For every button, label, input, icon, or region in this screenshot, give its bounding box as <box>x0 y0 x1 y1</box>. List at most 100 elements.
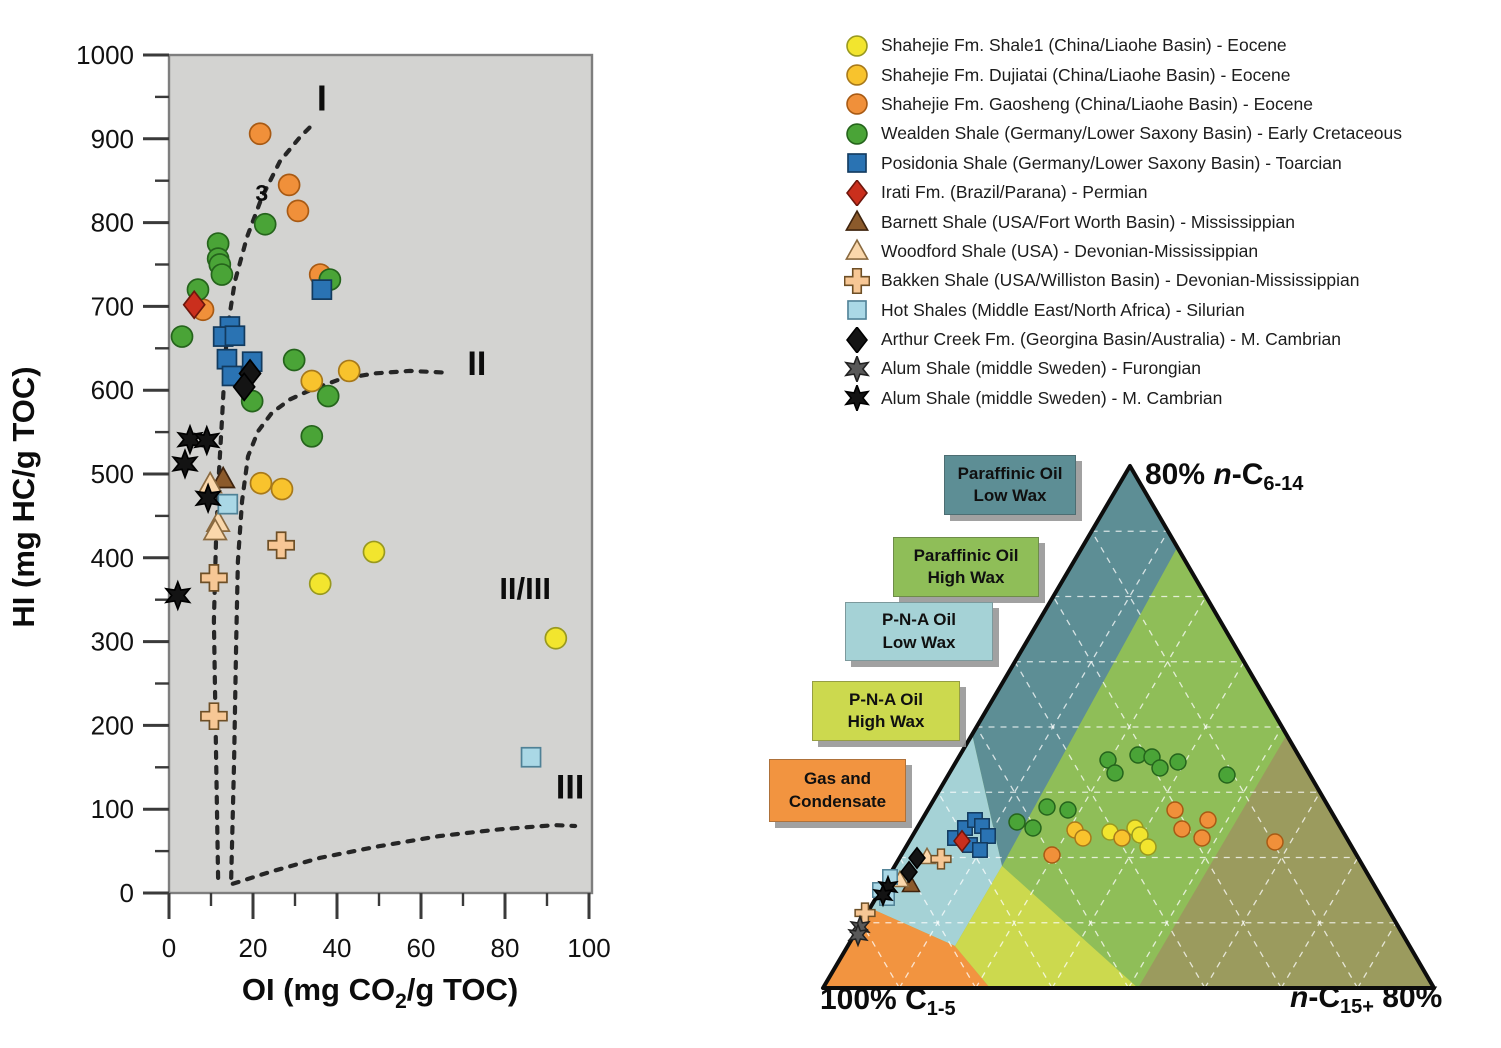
wealden-point <box>316 384 340 408</box>
gaosheng-point <box>277 173 301 197</box>
shale1-point <box>308 572 332 596</box>
alum_furongian-ternary-point <box>847 922 869 948</box>
legend-label: Alum Shale (middle Sweden) - Furongian <box>881 358 1202 379</box>
posidonia-ternary-point <box>972 842 988 858</box>
y-tick-label: 0 <box>120 878 134 908</box>
wealden-legend-marker-icon <box>846 123 868 145</box>
posidonia-point <box>311 279 333 300</box>
legend-label: Bakken Shale (USA/Williston Basin) - Dev… <box>881 270 1360 291</box>
shale1-legend-marker <box>846 34 868 57</box>
y-tick-label: 800 <box>91 208 134 238</box>
legend-item-alum_furongian: Alum Shale (middle Sweden) - Furongian <box>844 354 1402 383</box>
region-label-line: Condensate <box>788 791 887 811</box>
curve-label-3: 3 <box>255 180 268 206</box>
hotshales-legend-marker <box>847 300 867 321</box>
wealden-ternary-point <box>1169 753 1187 771</box>
region-label-gas-and-condensate: Gas and Condensate <box>769 759 906 822</box>
pna-low-wax-field <box>870 734 1002 946</box>
irati-legend-marker-icon <box>846 179 868 206</box>
alum_furongian-legend-marker-icon <box>844 355 870 382</box>
shale1-ternary-point <box>1139 838 1157 856</box>
woodford-legend-marker-icon <box>844 238 870 261</box>
legend-item-bakken: Bakken Shale (USA/Williston Basin) - Dev… <box>844 266 1402 295</box>
region-label-line: High Wax <box>847 712 925 731</box>
irati-ternary-point <box>953 829 971 853</box>
heavy-oil-field <box>1138 736 1434 988</box>
grid-left-parallel <box>898 530 1169 988</box>
legend-item-barnett: Barnett Shale (USA/Fort Worth Basin) - M… <box>844 207 1402 236</box>
region-label-line: Low Wax <box>882 632 956 652</box>
dujiatai-ternary-point <box>1113 829 1131 847</box>
region-label-line: Paraffinic Oil <box>913 545 1019 565</box>
gaosheng-ternary-point <box>1193 829 1211 847</box>
dujiatai-legend-marker-icon <box>846 64 868 86</box>
y-axis-title: HI (mg HC/g TOC) <box>6 366 41 627</box>
arthurcreek-legend-marker <box>846 326 868 353</box>
grid-right-parallel <box>1052 596 1282 988</box>
alum_mcambrian-ternary-point <box>872 882 894 908</box>
legend-label: Shahejie Fm. Dujiatai (China/Liaohe Basi… <box>881 64 1291 85</box>
legend-item-arthurcreek: Arthur Creek Fm. (Georgina Basin/Austral… <box>844 325 1402 354</box>
gaosheng-ternary-point <box>1166 801 1184 819</box>
y-tick-label: 700 <box>91 291 134 321</box>
corner-label-part: 1-5 <box>926 998 956 1020</box>
grid-left-parallel <box>1204 791 1321 988</box>
legend-item-shale1: Shahejie Fm. Shale1 (China/Liaohe Basin)… <box>844 31 1402 60</box>
woodford-legend-marker <box>844 238 870 261</box>
grid-right-parallel <box>1091 530 1359 988</box>
curve-label-II: II <box>467 345 486 383</box>
alum_mcambrian-point <box>176 423 204 456</box>
ternary-diagram: Paraffinic Oil Low Wax Paraffinic Oil High … <box>760 440 1501 1048</box>
corner-label-part: 6-14 <box>1263 473 1304 495</box>
hotshales-point <box>217 493 239 515</box>
shale1-point <box>362 540 386 564</box>
y-tick-label: 300 <box>91 627 134 657</box>
dujiatai-point <box>300 369 324 393</box>
ternary-corner-label-apex: 80% n-C6-14 <box>1145 458 1303 496</box>
arthurcreek-ternary-point <box>900 860 918 884</box>
legend-label: Barnett Shale (USA/Fort Worth Basin) - M… <box>881 211 1295 232</box>
dujiatai-legend-marker <box>846 64 868 86</box>
woodford-point <box>202 517 228 541</box>
wealden-ternary-point <box>1106 764 1124 782</box>
corner-label-part: -C <box>1308 981 1340 1014</box>
legend-item-gaosheng: Shahejie Fm. Gaosheng (China/Liaohe Basi… <box>844 90 1402 119</box>
ternary-corner-label-bottom-right: n-C15+ 80% <box>1290 981 1442 1019</box>
ternary-corner-label-bottom-left: 100% C1-5 <box>820 983 956 1021</box>
region-label-p-n-a-oil-low-wax: P-N-A Oil Low Wax <box>845 602 993 661</box>
gaosheng-ternary-point <box>1199 811 1217 829</box>
region-label-line: P-N-A Oil <box>849 689 923 709</box>
legend: Shahejie Fm. Shale1 (China/Liaohe Basin)… <box>844 31 1402 413</box>
legend-label: Shahejie Fm. Shale1 (China/Liaohe Basin)… <box>881 35 1287 56</box>
x-tick-label: 80 <box>491 933 520 963</box>
region-label-paraffinic-oil-high-wax: Paraffinic Oil High Wax <box>893 537 1039 597</box>
legend-item-wealden: Wealden Shale (Germany/Lower Saxony Basi… <box>844 119 1402 148</box>
ternary-plot-svg <box>821 464 1436 990</box>
region-label-line: High Wax <box>927 568 1005 587</box>
grid-right-parallel <box>937 791 1053 988</box>
alum_mcambrian-point <box>193 424 221 457</box>
grid-left-parallel <box>1127 726 1283 988</box>
gaosheng-legend-marker <box>846 93 868 116</box>
y-tick-label: 600 <box>91 375 134 405</box>
alum_mcambrian-point <box>194 482 222 515</box>
legend-label: Wealden Shale (Germany/Lower Saxony Basi… <box>881 123 1403 144</box>
wealden-ternary-point <box>1059 801 1077 819</box>
alum_mcambrian-legend-marker-icon <box>844 385 870 412</box>
posidonia-point <box>224 325 246 347</box>
legend-label: Woodford Shale (USA) - Devonian-Mississi… <box>881 240 1259 261</box>
legend-item-hotshales: Hot Shales (Middle East/North Africa) - … <box>844 296 1402 325</box>
x-tick-label: 0 <box>162 933 176 963</box>
bakken-legend-marker-icon <box>844 267 870 294</box>
legend-item-posidonia: Posidonia Shale (Germany/Lower Saxony Ba… <box>844 149 1402 178</box>
bakken-point <box>267 531 295 560</box>
region-label-p-n-a-oil-high-wax: P-N-A Oil High Wax <box>812 681 960 741</box>
curve-label-III: III <box>556 768 584 806</box>
x-tick-label: 20 <box>239 933 268 963</box>
curve-label-I: I <box>317 77 327 118</box>
dujiatai-point <box>249 471 273 495</box>
dujiatai-point <box>270 477 294 501</box>
alum_mcambrian-point <box>171 447 199 480</box>
corner-label-part: -C <box>1231 458 1264 491</box>
